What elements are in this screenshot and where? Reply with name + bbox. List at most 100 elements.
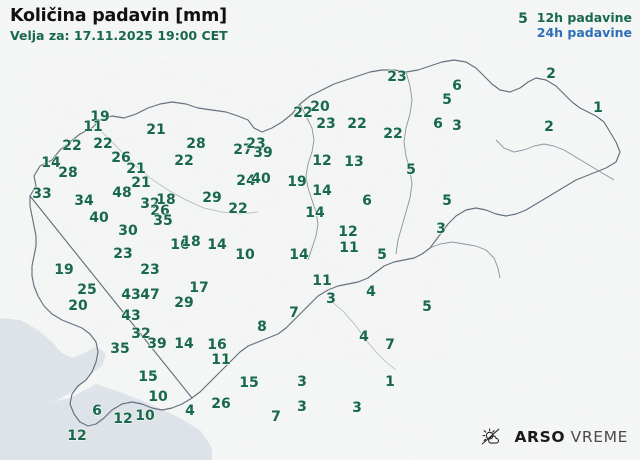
station-value: 4 (185, 403, 195, 419)
station-value: 39 (147, 336, 167, 352)
brand-name-arso: ARSO (514, 428, 566, 446)
station-value: 1 (593, 100, 603, 116)
station-value: 43 (121, 287, 141, 303)
station-value: 7 (271, 409, 281, 425)
station-value: 25 (77, 282, 97, 298)
station-value: 4 (366, 284, 376, 300)
station-value: 33 (32, 186, 52, 202)
station-value: 8 (257, 319, 267, 335)
station-value: 5 (518, 11, 528, 27)
station-value: 19 (90, 109, 110, 125)
station-value: 17 (189, 280, 209, 296)
station-value: 15 (138, 369, 158, 385)
station-value: 14 (305, 205, 325, 221)
station-value: 23 (113, 246, 133, 262)
station-value: 23 (246, 136, 266, 152)
station-value: 6 (362, 193, 372, 209)
station-value: 32 (131, 326, 151, 342)
station-value: 26 (111, 150, 131, 166)
brand-name-vreme: VREME (570, 428, 628, 446)
station-value: 30 (118, 223, 138, 239)
station-value: 5 (377, 247, 387, 263)
slovenia-border (29, 59, 605, 197)
station-value: 19 (54, 262, 74, 278)
station-value: 15 (239, 375, 259, 391)
station-value: 23 (316, 116, 336, 132)
station-value: 2 (544, 119, 554, 135)
station-value: 3 (297, 374, 307, 390)
station-value: 5 (422, 299, 432, 315)
station-value: 11 (312, 273, 332, 289)
station-value: 22 (347, 116, 367, 132)
station-value: 7 (289, 305, 299, 321)
station-value: 13 (344, 154, 364, 170)
station-value: 12 (338, 224, 358, 240)
station-value: 22 (93, 136, 113, 152)
station-value: 47 (140, 287, 160, 303)
station-value: 20 (310, 99, 330, 115)
station-value: 16 (207, 337, 227, 353)
station-value: 12 (67, 428, 87, 444)
station-value: 12 (113, 411, 133, 427)
station-value: 11 (83, 119, 103, 135)
station-value: 21 (126, 161, 146, 177)
station-value: 1 (385, 374, 395, 390)
station-value: 6 (452, 78, 462, 94)
internal-boundary-1 (299, 103, 319, 261)
station-value: 3 (352, 400, 362, 416)
station-value: 24 (236, 173, 256, 189)
station-value: 26 (211, 396, 231, 412)
station-value: 4 (359, 329, 369, 345)
station-value: 34 (74, 193, 94, 209)
station-value: 21 (146, 122, 166, 138)
station-value: 29 (202, 190, 222, 206)
station-value: 14 (207, 237, 227, 253)
station-value: 43 (121, 308, 141, 324)
station-value: 35 (110, 341, 130, 357)
station-value: 28 (58, 165, 78, 181)
station-value: 12 (312, 153, 332, 169)
station-value: 40 (89, 210, 109, 226)
station-value: 14 (174, 336, 194, 352)
station-value: 22 (62, 138, 82, 154)
station-value: 5 (406, 162, 416, 178)
station-value: 11 (339, 240, 359, 256)
station-value: 27 (233, 142, 253, 158)
station-value: 19 (287, 174, 307, 190)
station-value: 29 (174, 295, 194, 311)
station-value: 22 (228, 201, 248, 217)
sea-overlay (0, 320, 212, 460)
station-value: 7 (385, 337, 395, 353)
internal-boundary-2 (395, 71, 413, 255)
station-value: 22 (293, 105, 313, 121)
station-value: 2 (546, 66, 556, 82)
station-value: 21 (131, 175, 151, 191)
brand-logo: ARSO VREME (480, 426, 628, 448)
station-value: 22 (383, 126, 403, 142)
station-value: 5 (442, 92, 452, 108)
station-value: 22 (174, 153, 194, 169)
station-value: 10 (148, 389, 168, 405)
terrain-texture-detail (30, 60, 450, 360)
station-value: 11 (211, 352, 231, 368)
station-value: 48 (112, 185, 132, 201)
station-value: 3 (436, 221, 446, 237)
station-value: 3 (452, 118, 462, 134)
river-line (99, 129, 259, 215)
sun-cloud-icon (482, 428, 500, 445)
station-value: 6 (92, 403, 102, 419)
slovenia-border-southwest (29, 195, 193, 427)
station-value: 40 (251, 171, 271, 187)
station-value: 6 (433, 116, 443, 132)
station-value: 35 (153, 213, 173, 229)
station-value: 28 (186, 136, 206, 152)
slovenia-border-east (191, 121, 621, 399)
station-value: 16 (170, 237, 190, 253)
river-line-2 (329, 299, 397, 371)
brand-text: ARSO VREME (514, 428, 628, 446)
station-value: 3 (326, 291, 336, 307)
station-value: 23 (140, 262, 160, 278)
station-value: 18 (181, 234, 201, 250)
